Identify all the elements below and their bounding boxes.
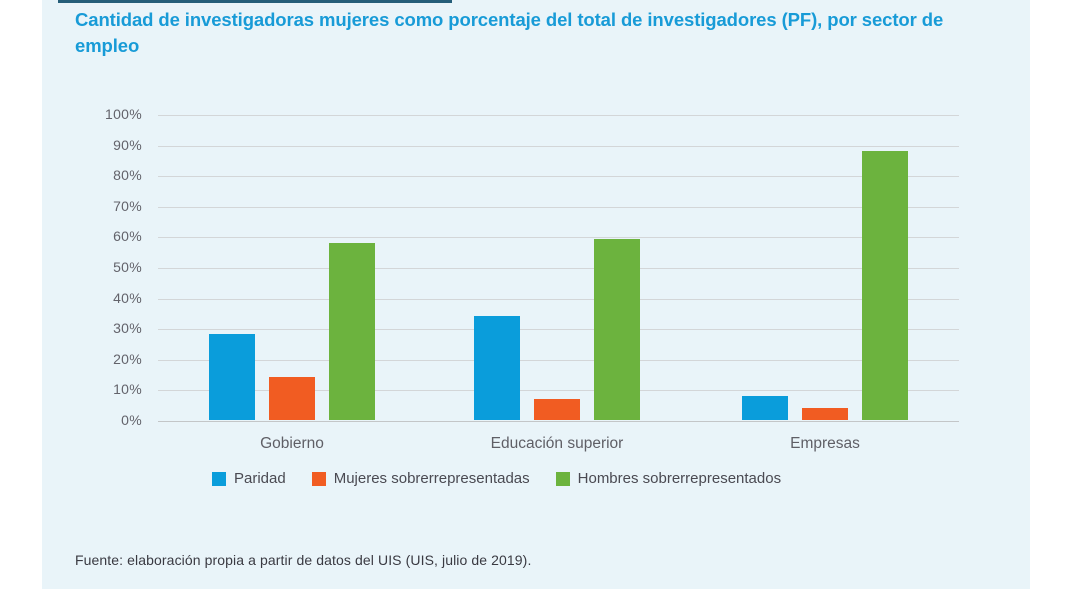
chart-panel: Cantidad de investigadoras mujeres como … bbox=[42, 0, 1030, 589]
y-tick-label: 70% bbox=[113, 197, 142, 214]
gridline bbox=[158, 298, 959, 300]
legend-label: Mujeres sobrerrepresentadas bbox=[333, 470, 530, 487]
legend-swatch-icon bbox=[212, 471, 226, 486]
gridline bbox=[158, 329, 959, 331]
chart-legend: Paridad Mujeres sobrerrepresentadas Hombre… bbox=[212, 470, 781, 487]
y-tick-label: 80% bbox=[113, 167, 142, 184]
gridline bbox=[158, 206, 959, 208]
x-category-label: Educación superior bbox=[490, 435, 624, 452]
cropped-heading-fragment bbox=[58, 0, 452, 3]
chart-bar bbox=[862, 150, 908, 420]
source-note: Fuente: elaboración propia a partir de d… bbox=[75, 552, 532, 568]
y-tick-label: 30% bbox=[113, 320, 142, 337]
y-tick-label: 90% bbox=[113, 136, 142, 153]
chart-title: Cantidad de investigadoras mujeres como … bbox=[75, 9, 944, 56]
legend-item: Paridad bbox=[212, 470, 286, 487]
x-category-label: Gobierno bbox=[260, 435, 324, 452]
chart-bar bbox=[209, 334, 255, 420]
gridline bbox=[158, 145, 959, 147]
y-tick-label: 20% bbox=[113, 350, 142, 367]
gridline bbox=[158, 237, 959, 239]
chart-bar bbox=[594, 239, 640, 420]
legend-label: Paridad bbox=[234, 470, 286, 487]
legend-item: Hombres sobrerrepresentados bbox=[555, 470, 782, 487]
gridline bbox=[158, 359, 959, 361]
gridline bbox=[158, 421, 959, 422]
y-tick-label: 100% bbox=[104, 106, 142, 122]
legend-label: Hombres sobrerrepresentados bbox=[577, 470, 782, 487]
y-tick-label: 60% bbox=[113, 228, 142, 245]
x-category-label: Empresas bbox=[790, 435, 860, 452]
legend-swatch-icon bbox=[311, 471, 326, 486]
chart-bar bbox=[534, 398, 580, 420]
y-tick-label: 0% bbox=[121, 412, 142, 428]
plot-area: 100% 90% 80% 70% 60% 50% 40% 30% 20% 10% 0% Gobiern… bbox=[105, 106, 959, 452]
gridline bbox=[158, 176, 959, 178]
chart-bar bbox=[802, 407, 848, 420]
legend-swatch-icon bbox=[555, 471, 570, 486]
chart-bar bbox=[329, 242, 375, 420]
gridline bbox=[158, 115, 959, 116]
y-tick-label: 40% bbox=[113, 289, 142, 306]
y-tick-label: 10% bbox=[113, 381, 142, 398]
gridline bbox=[158, 390, 959, 392]
chart-bar bbox=[742, 395, 788, 420]
legend-item: Mujeres sobrerrepresentadas bbox=[311, 470, 530, 487]
gridline bbox=[158, 268, 959, 269]
chart-bar bbox=[269, 377, 315, 420]
chart-bar bbox=[474, 315, 520, 420]
y-tick-label: 50% bbox=[113, 259, 142, 275]
